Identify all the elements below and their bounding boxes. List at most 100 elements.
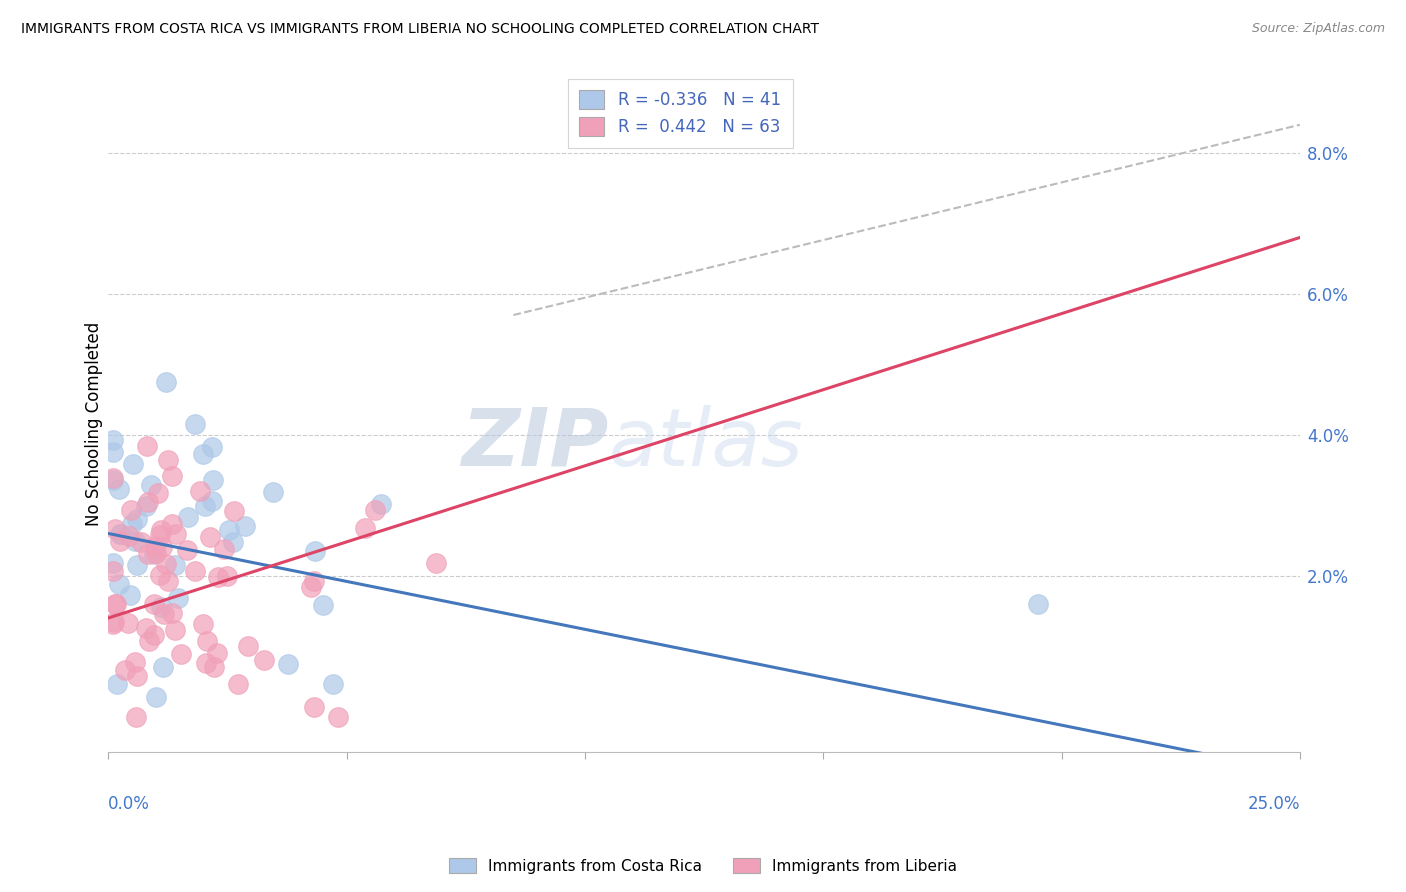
Point <box>354 521 377 535</box>
Text: ZIP: ZIP <box>461 405 609 483</box>
Point <box>191 617 214 632</box>
Point <box>150 540 173 554</box>
Point <box>101 433 124 447</box>
Point <box>104 597 127 611</box>
Y-axis label: No Schooling Completed: No Schooling Completed <box>86 322 103 526</box>
Point <box>233 519 256 533</box>
Point <box>262 485 284 500</box>
Point <box>153 607 176 621</box>
Point <box>217 569 239 583</box>
Point <box>183 564 205 578</box>
Point <box>191 447 214 461</box>
Point <box>193 499 215 513</box>
Point <box>195 633 218 648</box>
Point <box>170 647 193 661</box>
Point <box>156 453 179 467</box>
Point <box>134 499 156 513</box>
Point <box>103 615 125 630</box>
Point <box>165 526 187 541</box>
Point <box>176 542 198 557</box>
Point <box>222 504 245 518</box>
Point <box>135 622 157 636</box>
Point <box>139 477 162 491</box>
Point <box>202 659 225 673</box>
Point <box>160 516 183 531</box>
Point <box>222 535 245 549</box>
Point <box>167 591 190 606</box>
Point <box>114 663 136 677</box>
Point <box>156 574 179 588</box>
Point <box>145 546 167 560</box>
Point <box>194 656 217 670</box>
Point <box>125 709 148 723</box>
Point <box>105 677 128 691</box>
Point <box>149 523 172 537</box>
Point <box>155 375 177 389</box>
Point <box>301 581 323 595</box>
Point <box>236 640 259 654</box>
Point <box>146 486 169 500</box>
Point <box>200 530 222 544</box>
Point <box>143 539 166 553</box>
Legend: Immigrants from Costa Rica, Immigrants from Liberia: Immigrants from Costa Rica, Immigrants f… <box>443 852 963 880</box>
Point <box>364 503 387 517</box>
Text: IMMIGRANTS FROM COSTA RICA VS IMMIGRANTS FROM LIBERIA NO SCHOOLING COMPLETED COR: IMMIGRANTS FROM COSTA RICA VS IMMIGRANTS… <box>21 22 820 37</box>
Point <box>177 510 200 524</box>
Point <box>101 564 124 578</box>
Point <box>207 569 229 583</box>
Point <box>163 558 186 573</box>
Point <box>142 598 165 612</box>
Point <box>136 495 159 509</box>
Text: atlas: atlas <box>609 405 803 483</box>
Legend: R = -0.336   N = 41, R =  0.442   N = 63: R = -0.336 N = 41, R = 0.442 N = 63 <box>568 78 793 148</box>
Point <box>105 598 128 612</box>
Point <box>143 627 166 641</box>
Point <box>124 534 146 549</box>
Point <box>370 497 392 511</box>
Point <box>136 439 159 453</box>
Point <box>138 634 160 648</box>
Point <box>118 529 141 543</box>
Point <box>277 657 299 671</box>
Point <box>322 677 344 691</box>
Point <box>107 482 129 496</box>
Point <box>160 607 183 621</box>
Point <box>101 474 124 488</box>
Point <box>110 533 132 548</box>
Point <box>188 484 211 499</box>
Point <box>124 656 146 670</box>
Point <box>149 567 172 582</box>
Point <box>302 574 325 588</box>
Point <box>184 417 207 431</box>
Point <box>117 615 139 630</box>
Point <box>149 600 172 615</box>
Point <box>226 677 249 691</box>
Point <box>101 556 124 570</box>
Point <box>101 471 124 485</box>
Point <box>125 558 148 572</box>
Point <box>425 556 447 570</box>
Point <box>107 577 129 591</box>
Point <box>312 598 335 612</box>
Point <box>104 522 127 536</box>
Point <box>304 700 326 714</box>
Text: 0.0%: 0.0% <box>108 795 150 813</box>
Text: Source: ZipAtlas.com: Source: ZipAtlas.com <box>1251 22 1385 36</box>
Point <box>108 527 131 541</box>
Point <box>136 547 159 561</box>
Point <box>121 517 143 532</box>
Point <box>145 690 167 704</box>
Point <box>152 659 174 673</box>
Point <box>121 457 143 471</box>
Point <box>120 503 142 517</box>
Point <box>101 616 124 631</box>
Point <box>142 547 165 561</box>
Point <box>160 469 183 483</box>
Point <box>127 668 149 682</box>
Point <box>205 646 228 660</box>
Point <box>1026 597 1049 611</box>
Point <box>212 542 235 557</box>
Point <box>253 653 276 667</box>
Text: 25.0%: 25.0% <box>1247 795 1301 813</box>
Point <box>201 493 224 508</box>
